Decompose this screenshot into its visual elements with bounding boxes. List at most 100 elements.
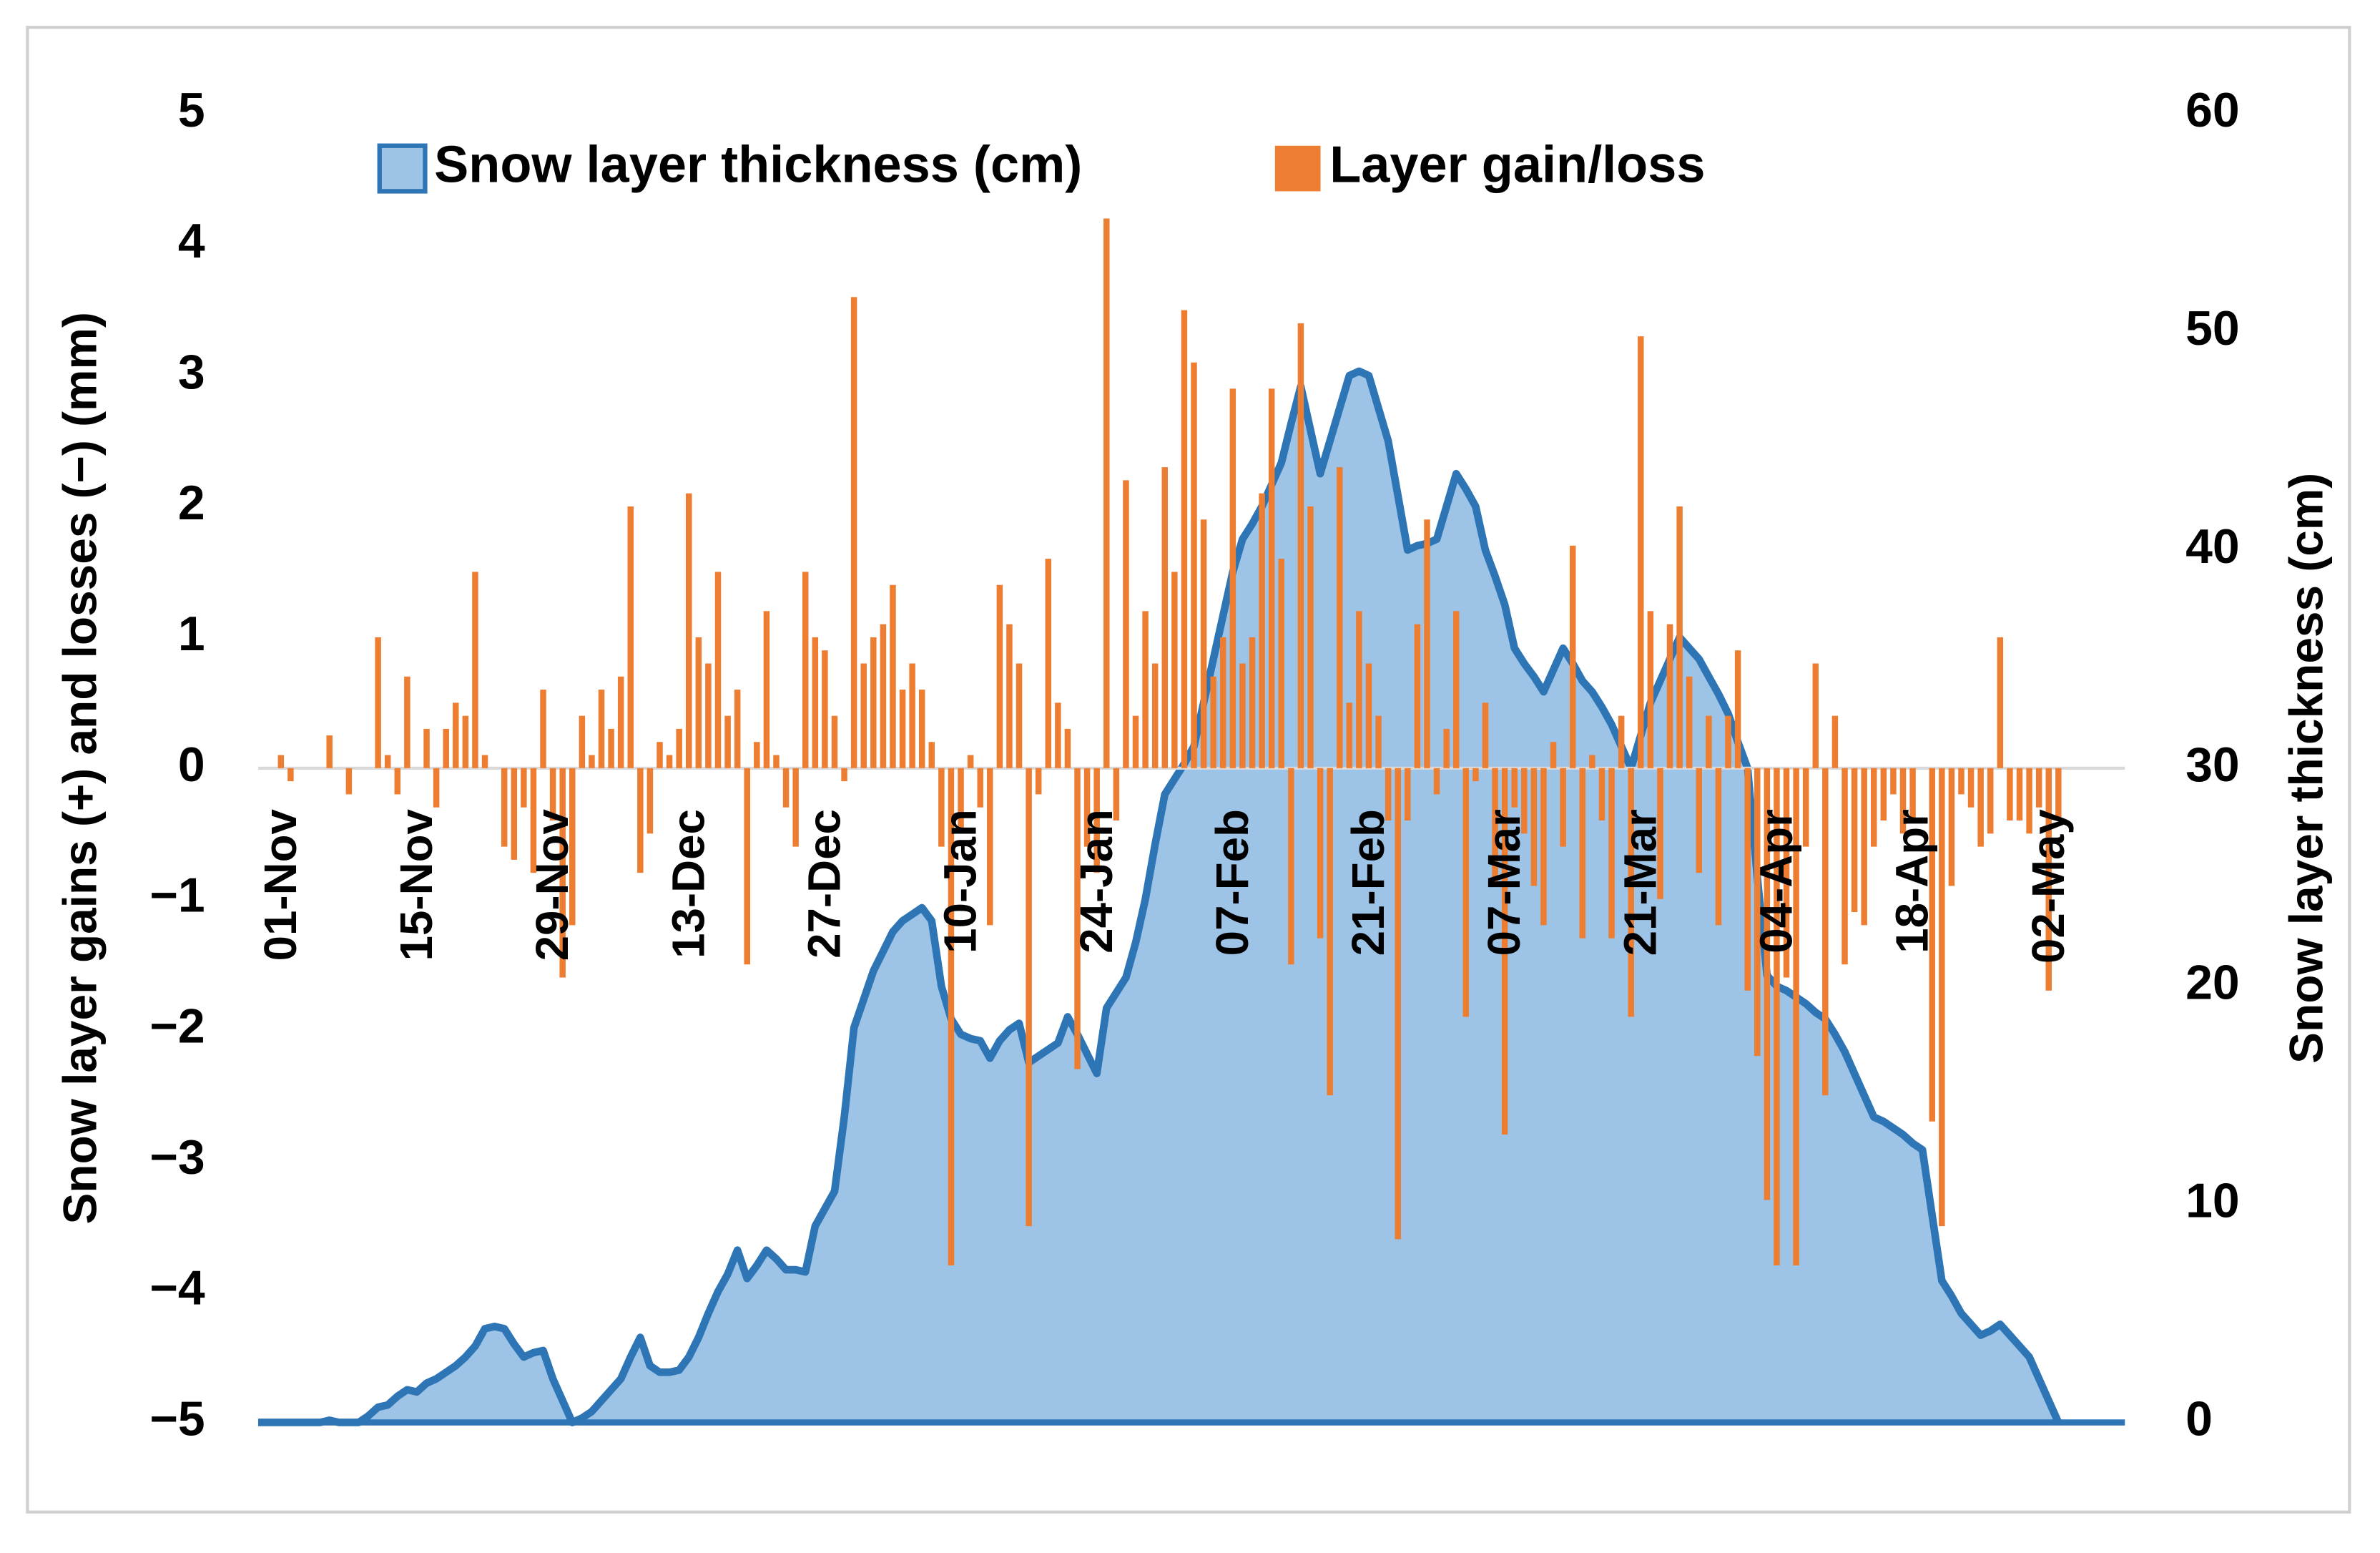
bar <box>996 584 1003 768</box>
bar <box>1297 323 1304 768</box>
bar <box>1327 768 1333 1096</box>
bar <box>958 768 964 834</box>
bar <box>1472 768 1479 782</box>
y-tick-label: 5 <box>178 84 205 137</box>
bar <box>1638 336 1644 768</box>
bar <box>2055 768 2062 821</box>
y-tick-label: −2 <box>149 1000 205 1054</box>
bar <box>1851 768 1858 913</box>
bar <box>1055 702 1061 768</box>
bar <box>880 624 887 768</box>
bar <box>1569 545 1576 768</box>
bar <box>1132 715 1139 768</box>
x-tick-label: 29-Nov <box>527 809 578 961</box>
y2-tick-label: 0 <box>2185 1392 2213 1446</box>
x-tick-label: 10-Jan <box>935 809 986 954</box>
y-tick-label: −3 <box>149 1131 205 1185</box>
bar <box>967 755 974 768</box>
bar <box>589 755 595 768</box>
bar <box>481 755 488 768</box>
x-tick-label: 18-Apr <box>1887 809 1938 954</box>
bar <box>1686 676 1693 768</box>
bar <box>1405 768 1411 821</box>
bar <box>1764 768 1771 1200</box>
bar <box>2035 768 2042 808</box>
area-line <box>257 367 2062 1426</box>
bar <box>617 676 624 768</box>
bar <box>695 637 702 768</box>
bar <box>1540 768 1547 926</box>
bar <box>1929 768 1935 1122</box>
bar <box>1977 768 1984 847</box>
bar <box>1774 768 1780 1265</box>
y-tick-label: −5 <box>149 1392 205 1446</box>
bar <box>1725 715 1731 768</box>
bar <box>802 572 809 768</box>
bar <box>734 690 741 768</box>
bar <box>1064 728 1071 768</box>
bar <box>384 755 391 768</box>
bar <box>443 728 449 768</box>
bar <box>2007 768 2013 821</box>
bar <box>657 742 663 768</box>
bar <box>899 690 906 768</box>
bar <box>1433 768 1440 795</box>
bar <box>1229 388 1236 768</box>
bar <box>792 768 799 847</box>
bar <box>2045 768 2052 991</box>
bar <box>763 611 770 768</box>
bar <box>1647 611 1654 768</box>
bar <box>1812 663 1819 768</box>
bar <box>1734 650 1741 768</box>
bar <box>540 690 546 768</box>
bar <box>1997 637 2004 768</box>
bar <box>1113 768 1120 821</box>
bar <box>1346 702 1353 768</box>
y-axis-title: Snow layer gains (+) and losses (−) (mm) <box>53 312 106 1224</box>
bar <box>1501 768 1508 1135</box>
bar <box>1706 715 1712 768</box>
bar <box>1958 768 1965 795</box>
area <box>280 371 2059 1423</box>
bar <box>987 768 993 926</box>
bar <box>627 506 634 768</box>
bar <box>850 297 857 768</box>
bar <box>472 572 478 768</box>
bar <box>1337 467 1343 768</box>
bar <box>676 728 682 768</box>
bar <box>1657 768 1663 899</box>
bar <box>530 768 537 873</box>
bar <box>462 715 469 768</box>
x-tick-label: 21-Feb <box>1343 809 1394 956</box>
y-tick-label: 3 <box>178 346 205 399</box>
bar <box>1249 637 1256 768</box>
bar <box>637 768 644 873</box>
bar <box>1890 768 1897 795</box>
y2-tick-label: 10 <box>2185 1175 2240 1228</box>
bar <box>1530 768 1538 886</box>
bar <box>1628 768 1634 1017</box>
bar <box>1482 702 1489 768</box>
y2-tick-label: 40 <box>2185 520 2240 574</box>
bar <box>1220 637 1226 768</box>
bar <box>782 768 790 808</box>
x-tick-label: 15-Nov <box>391 809 442 961</box>
bar <box>1026 768 1032 1227</box>
bar <box>918 690 925 768</box>
bar <box>1365 663 1372 768</box>
bar <box>860 663 867 768</box>
bar <box>1987 768 1994 834</box>
bar <box>724 715 731 768</box>
bar <box>1880 768 1887 821</box>
bar <box>326 735 333 768</box>
x-tick-label: 13-Dec <box>663 809 714 959</box>
bar <box>1783 768 1790 978</box>
bar <box>1414 624 1421 768</box>
bar <box>1317 768 1324 939</box>
bar <box>1899 768 1907 834</box>
bar <box>521 768 527 808</box>
bar <box>1278 559 1285 768</box>
y-tick-label: 4 <box>178 215 205 268</box>
